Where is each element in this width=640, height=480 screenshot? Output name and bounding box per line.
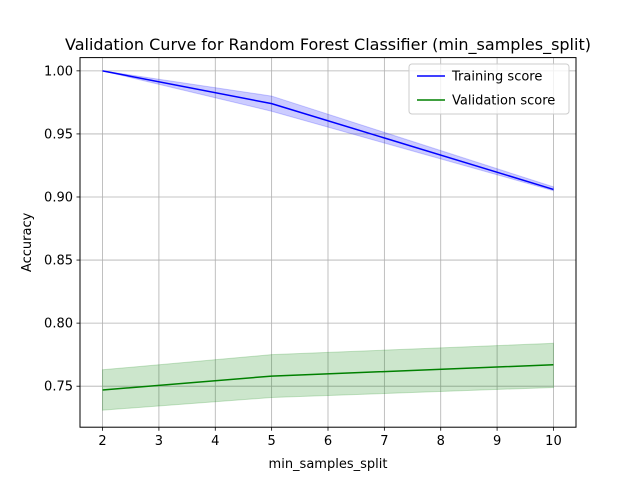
x-tick-label: 9 xyxy=(493,434,501,449)
legend: Training score Validation score xyxy=(408,63,570,115)
score-line-1 xyxy=(102,364,554,391)
y-axis-label: Accuracy xyxy=(20,212,35,272)
score-line-0 xyxy=(102,70,554,191)
legend-label-1: Validation score xyxy=(452,94,555,109)
x-tick-label: 7 xyxy=(380,434,388,449)
score-band-1 xyxy=(102,342,554,411)
y-axis-ticks: 0.75 0.80 0.85 0.90 0.95 1.00 xyxy=(44,64,80,395)
x-tick-label: 6 xyxy=(324,434,332,449)
legend-box xyxy=(408,63,570,115)
x-tick-label: 10 xyxy=(545,434,562,449)
y-tick-label: 0.90 xyxy=(44,190,73,205)
chart-title: Validation Curve for Random Forest Class… xyxy=(65,35,591,55)
y-tick-label: 0.85 xyxy=(44,254,73,269)
grid-lines xyxy=(80,57,576,428)
legend-label-0: Training score xyxy=(451,70,542,85)
x-tick-label: 3 xyxy=(155,434,163,449)
y-tick-label: 0.95 xyxy=(44,127,73,142)
x-tick-label: 4 xyxy=(211,434,219,449)
x-axis-label: min_samples_split xyxy=(269,457,388,472)
x-tick-label: 8 xyxy=(437,434,445,449)
y-tick-label: 0.75 xyxy=(44,380,73,395)
y-tick-label: 1.00 xyxy=(44,64,73,79)
x-axis-ticks: 2 3 4 5 6 7 8 9 10 xyxy=(98,427,562,449)
x-tick-label: 2 xyxy=(98,434,106,449)
score-lines xyxy=(102,70,554,391)
x-tick-label: 5 xyxy=(267,434,275,449)
y-tick-label: 0.80 xyxy=(44,317,73,332)
